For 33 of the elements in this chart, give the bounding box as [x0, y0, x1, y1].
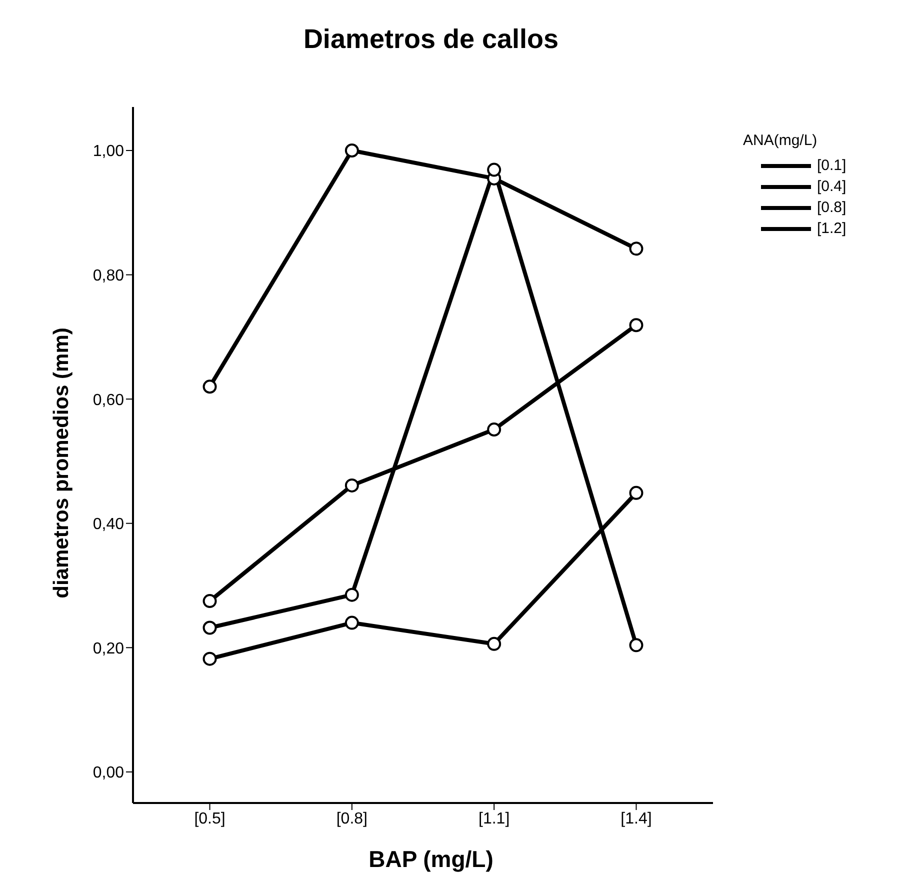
x-tick-label: [0.5] [194, 810, 226, 828]
x-axis-title: BAP (mg/L) [368, 846, 494, 873]
point [202, 594, 217, 608]
x-tick-label: [1.4] [620, 810, 652, 828]
point [629, 638, 644, 652]
legend-label: [1.2] [817, 220, 846, 237]
y-tick-label: 0,20 [92, 640, 124, 658]
legend-label: [0.1] [817, 157, 846, 174]
point [487, 422, 502, 437]
point [344, 616, 359, 630]
point [202, 652, 217, 666]
point [629, 486, 644, 500]
legend-title: ANA(mg/L) [743, 132, 818, 149]
point [629, 318, 644, 332]
y-tick-label: 0,00 [92, 764, 124, 782]
point [487, 636, 502, 651]
x-tick-label: [0.8] [336, 810, 368, 828]
point [202, 380, 217, 394]
legend-label: [0.4] [817, 178, 846, 195]
y-tick-label: 1,00 [92, 143, 124, 160]
point [202, 620, 217, 635]
point [629, 242, 644, 256]
y-tick-label: 0,40 [92, 516, 124, 534]
y-tick-label: 0,60 [92, 392, 124, 409]
point [487, 162, 502, 177]
point [344, 144, 359, 158]
chart-title: Diametros de callos [302, 24, 560, 55]
y-tick-label: 0,80 [92, 267, 124, 284]
point [344, 478, 359, 492]
point [344, 588, 359, 602]
y-axis-title: diametros promedios (mm) [50, 328, 74, 598]
legend-label: [0.8] [817, 199, 846, 216]
x-tick-label: [1.1] [478, 810, 510, 828]
